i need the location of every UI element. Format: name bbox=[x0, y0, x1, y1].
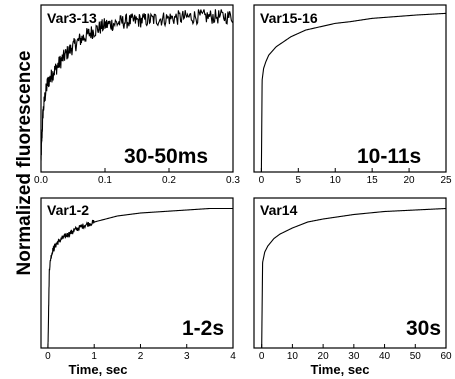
x-tick-label: 20 bbox=[404, 175, 416, 186]
panel-title: Var14 bbox=[260, 202, 298, 218]
panel-annotation: 30s bbox=[406, 317, 441, 340]
x-tick-label: 10 bbox=[287, 351, 299, 362]
x-tick-label: 10 bbox=[330, 175, 342, 186]
plot-frame bbox=[253, 4, 447, 173]
panel-var1-2: Var1-2 1-2s 0 1 2 3 4 bbox=[40, 197, 236, 362]
x-tick-label: 0.3 bbox=[226, 175, 240, 186]
x-tick-label: 20 bbox=[318, 351, 330, 362]
data-line bbox=[260, 12, 447, 173]
panel-annotation: 30-50ms bbox=[124, 145, 208, 168]
x-tick-label: 50 bbox=[410, 351, 422, 362]
x-tick-label: 4 bbox=[230, 351, 236, 362]
x-tick-label: 0.2 bbox=[162, 175, 176, 186]
x-tick-label: 0 bbox=[259, 351, 265, 362]
panel-var14: Var14 30s 0 10 20 30 40 50 60 bbox=[253, 197, 452, 362]
x-axis-label-left: Time, sec bbox=[68, 362, 127, 377]
plot-frame bbox=[40, 4, 234, 173]
x-axis-label-right: Time, sec bbox=[310, 362, 369, 377]
x-tick-label: 1 bbox=[91, 351, 97, 362]
x-tick-label: 0 bbox=[259, 175, 265, 186]
panel-annotation: 1-2s bbox=[182, 317, 224, 340]
plot-frame bbox=[40, 197, 234, 349]
x-tick-label: 40 bbox=[379, 351, 391, 362]
x-tick-label: 60 bbox=[440, 351, 452, 362]
x-tick-label: 2 bbox=[138, 351, 144, 362]
y-axis-label: Normalized fluorescence bbox=[14, 51, 35, 276]
data-line bbox=[40, 9, 234, 161]
x-tick-label: 0.1 bbox=[98, 175, 112, 186]
x-tick-label: 0 bbox=[45, 351, 51, 362]
panel-annotation: 10-11s bbox=[357, 145, 421, 168]
x-tick-label: 15 bbox=[367, 175, 379, 186]
data-line bbox=[47, 207, 233, 349]
panel-var3-13: Var3-13 30-50ms 0.0 0.1 0.2 0.3 bbox=[34, 4, 240, 186]
panel-title: Var1-2 bbox=[47, 202, 89, 218]
x-tick-label: 5 bbox=[296, 175, 302, 186]
panel-title: Var15-16 bbox=[260, 10, 318, 26]
panel-title: Var3-13 bbox=[47, 10, 97, 26]
x-tick-label: 0.0 bbox=[34, 175, 48, 186]
plot-frame bbox=[253, 197, 447, 349]
x-tick-label: 30 bbox=[348, 351, 360, 362]
x-tick-label: 25 bbox=[440, 175, 452, 186]
data-line bbox=[261, 207, 447, 349]
panel-var15-16: Var15-16 10-11s 0 5 10 15 20 25 bbox=[253, 4, 452, 186]
x-tick-label: 3 bbox=[184, 351, 190, 362]
